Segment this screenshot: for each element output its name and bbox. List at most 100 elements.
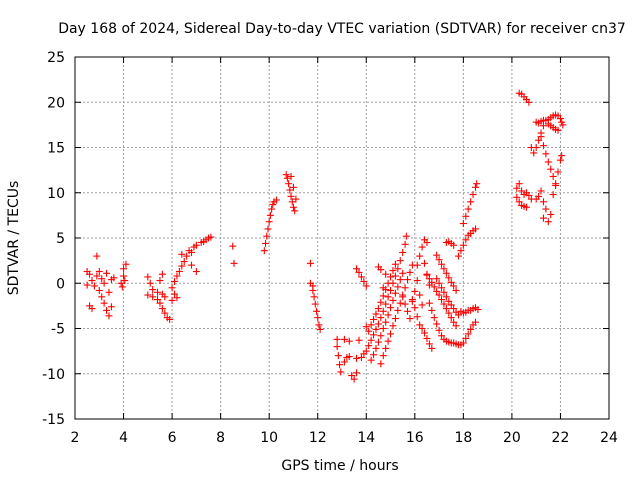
data-point bbox=[175, 267, 183, 275]
data-point bbox=[282, 171, 290, 179]
data-point bbox=[90, 282, 98, 290]
data-point bbox=[399, 293, 407, 301]
data-point bbox=[379, 284, 387, 292]
data-point bbox=[423, 334, 431, 342]
data-point bbox=[188, 248, 196, 256]
data-point bbox=[353, 354, 361, 362]
data-point bbox=[266, 211, 274, 219]
data-point bbox=[389, 322, 397, 330]
data-point bbox=[396, 276, 404, 284]
data-point bbox=[435, 326, 443, 334]
data-point bbox=[122, 260, 130, 268]
data-point bbox=[188, 261, 196, 269]
data-point bbox=[535, 192, 543, 200]
data-point bbox=[418, 325, 426, 332]
data-point bbox=[416, 291, 424, 299]
y-tick-label: 25 bbox=[47, 50, 65, 66]
data-point bbox=[558, 152, 566, 160]
data-point bbox=[161, 309, 169, 317]
data-point bbox=[457, 247, 465, 255]
data-point bbox=[156, 299, 164, 307]
data-point bbox=[166, 315, 174, 323]
data-point bbox=[154, 296, 162, 304]
data-point bbox=[272, 196, 280, 204]
data-point bbox=[382, 270, 390, 278]
data-point bbox=[442, 305, 450, 313]
data-point bbox=[310, 293, 318, 301]
data-point bbox=[370, 315, 378, 323]
x-tick-label: 10 bbox=[260, 430, 278, 446]
y-tick-label: -10 bbox=[42, 367, 65, 383]
data-point bbox=[291, 207, 299, 215]
data-point bbox=[544, 158, 552, 166]
data-point bbox=[100, 279, 108, 287]
data-point bbox=[287, 172, 295, 180]
data-point bbox=[377, 314, 385, 322]
data-point bbox=[98, 293, 106, 301]
data-point bbox=[433, 251, 441, 259]
data-point bbox=[370, 351, 378, 359]
data-point bbox=[469, 191, 477, 199]
x-tick-label: 16 bbox=[406, 430, 424, 446]
data-point bbox=[406, 268, 414, 276]
x-tick-label: 4 bbox=[119, 430, 128, 446]
data-point bbox=[348, 372, 356, 380]
data-point bbox=[288, 198, 296, 206]
data-point bbox=[384, 293, 392, 301]
data-point bbox=[355, 268, 363, 276]
data-point bbox=[515, 180, 523, 188]
data-point bbox=[467, 198, 475, 206]
data-point bbox=[365, 342, 373, 350]
data-point bbox=[435, 256, 443, 264]
data-point bbox=[513, 193, 521, 201]
data-point bbox=[452, 322, 460, 330]
data-point bbox=[423, 239, 431, 247]
data-point bbox=[391, 272, 399, 280]
data-point bbox=[450, 318, 458, 326]
data-point bbox=[464, 205, 472, 213]
data-point bbox=[425, 340, 433, 348]
data-point bbox=[382, 318, 390, 326]
data-point bbox=[316, 325, 324, 333]
data-point bbox=[315, 321, 323, 329]
data-point bbox=[440, 288, 448, 296]
data-point bbox=[413, 277, 421, 285]
data-point bbox=[362, 347, 370, 355]
data-point bbox=[401, 300, 409, 308]
data-point bbox=[474, 305, 482, 313]
data-point bbox=[549, 191, 557, 199]
data-point bbox=[440, 300, 448, 308]
data-point bbox=[379, 325, 387, 332]
x-tick-label: 6 bbox=[168, 430, 177, 446]
data-point bbox=[401, 284, 409, 292]
data-point bbox=[292, 195, 300, 203]
data-point bbox=[440, 265, 448, 273]
data-point bbox=[306, 259, 314, 267]
data-point bbox=[391, 260, 399, 268]
data-point bbox=[539, 142, 547, 150]
data-point bbox=[362, 323, 370, 331]
data-point bbox=[357, 353, 365, 361]
data-point bbox=[289, 203, 297, 211]
data-point bbox=[396, 299, 404, 307]
y-axis-label: SDTVAR / TECUs bbox=[6, 181, 22, 296]
data-point bbox=[462, 236, 470, 244]
data-point bbox=[515, 198, 523, 206]
y-tick-label: -15 bbox=[42, 412, 65, 428]
data-point bbox=[86, 270, 94, 278]
data-point bbox=[387, 273, 395, 281]
data-point bbox=[554, 126, 562, 134]
data-point bbox=[413, 261, 421, 269]
data-point bbox=[120, 272, 128, 280]
data-point bbox=[416, 252, 424, 260]
data-point bbox=[144, 291, 152, 299]
data-point bbox=[554, 168, 562, 176]
data-point bbox=[472, 225, 479, 233]
data-point bbox=[384, 279, 392, 287]
data-point bbox=[435, 279, 443, 287]
data-point bbox=[262, 239, 270, 247]
data-point bbox=[402, 232, 410, 240]
data-point bbox=[389, 267, 397, 275]
data-point bbox=[355, 336, 363, 344]
data-point bbox=[192, 267, 200, 275]
